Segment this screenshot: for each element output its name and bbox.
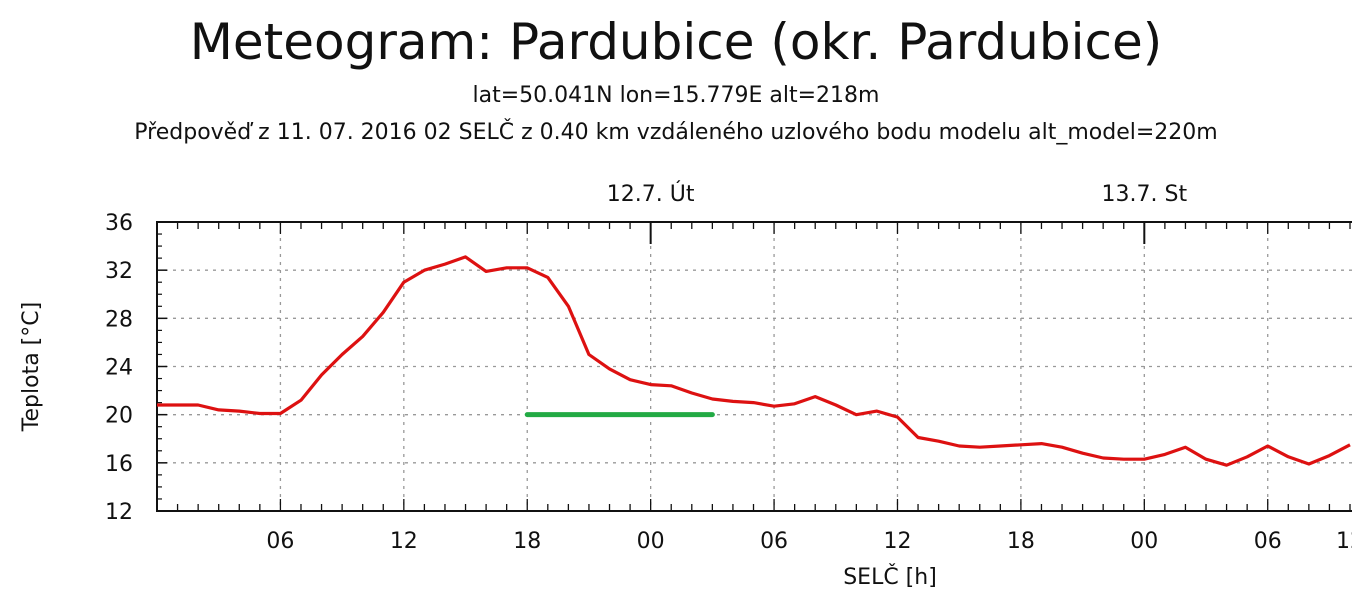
x-tick-label: 06 <box>760 529 788 554</box>
x-tick-label: 12 <box>390 529 418 554</box>
x-tick-labels: 06 12 18 00 06 12 18 00 06 12 <box>266 529 1352 554</box>
y-tick-label: 28 <box>105 307 133 332</box>
page-title: Meteogram: Pardubice (okr. Pardubice) <box>189 13 1163 71</box>
day-label: 13.7. St <box>1102 182 1188 207</box>
temperature-series-line <box>157 255 1351 467</box>
y-tick-label: 16 <box>105 452 133 477</box>
y-tick-labels: 12 16 20 24 28 32 36 <box>105 211 133 525</box>
x-axis-label: SELČ [h] <box>843 564 937 590</box>
y-tick-label: 36 <box>105 211 133 236</box>
forecast-info: Předpověď z 11. 07. 2016 02 SELČ z 0.40 … <box>134 120 1218 145</box>
x-tick-label: 18 <box>1007 529 1035 554</box>
y-axis-label: Teplota [°C] <box>19 302 44 432</box>
x-tick-label: 06 <box>266 529 294 554</box>
tick-marks <box>157 221 1351 512</box>
day-label: 12.7. Út <box>607 181 695 207</box>
x-tick-label: 12 <box>883 529 911 554</box>
y-tick-label: 32 <box>105 259 133 284</box>
x-tick-label: 00 <box>637 529 665 554</box>
x-tick-label: 12 <box>1336 529 1352 554</box>
y-tick-label: 20 <box>105 404 133 429</box>
y-tick-label: 12 <box>105 500 133 525</box>
day-labels: 12.7. Út 13.7. St <box>607 181 1188 207</box>
x-tick-label: 00 <box>1130 529 1158 554</box>
plot-frame <box>156 221 1352 512</box>
location-subtitle: lat=50.041N lon=15.779E alt=218m <box>472 83 880 108</box>
y-tick-label: 24 <box>105 356 133 381</box>
x-tick-label: 18 <box>513 529 541 554</box>
grid-lines <box>157 222 1352 511</box>
x-tick-label: 06 <box>1254 529 1282 554</box>
